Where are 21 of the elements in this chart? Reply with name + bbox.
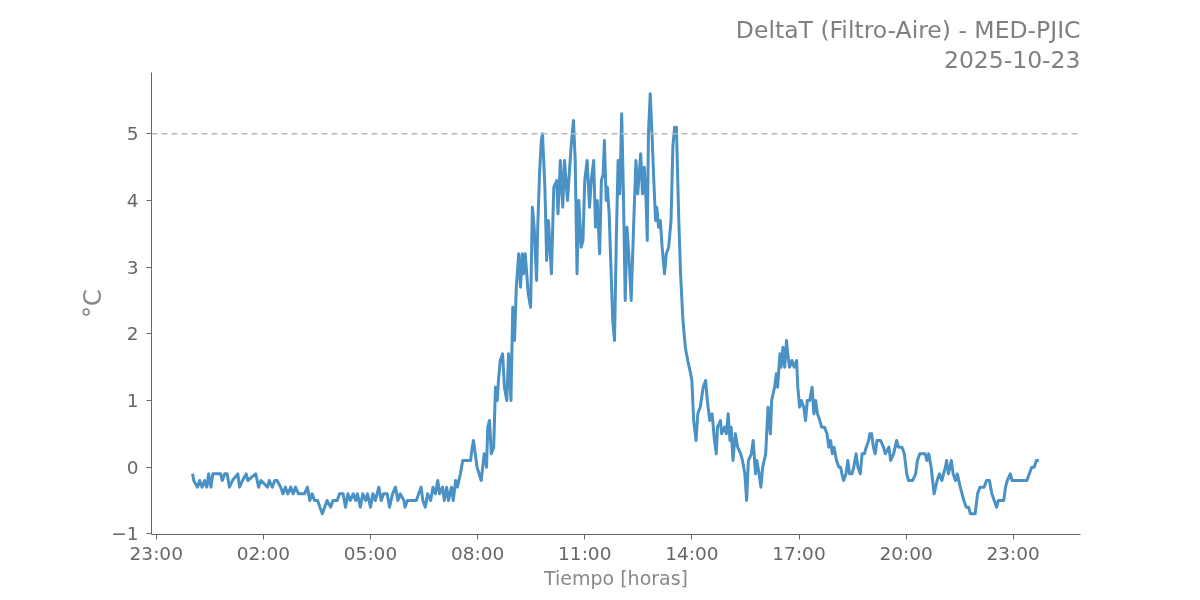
y-tick-label: 5 [126,123,139,145]
y-tick-label: 3 [126,256,139,278]
x-tick-label: 23:00 [129,542,183,564]
y-tick-label: −1 [111,523,139,545]
x-tick-label: 14:00 [665,542,719,564]
y-tick-label: 4 [126,190,139,211]
x-axis-title: Tiempo [horas] [542,566,689,589]
x-tick-label: 11:00 [558,542,612,564]
line-series [191,92,1041,516]
x-tick-label: 20:00 [879,542,933,564]
x-tick-label: 23:00 [986,542,1040,564]
x-tick-label: 05:00 [343,542,398,564]
chart-subtitle: 2025-10-23 [943,45,1081,74]
chart-title: DeltaT (Filtro-Aire) - MED-PJIC [735,15,1081,44]
y-tick-label: 2 [126,323,139,345]
x-tick-label: 02:00 [236,542,291,564]
y-tick-label: 1 [126,390,139,411]
x-tick-label: 08:00 [450,542,505,564]
x-tick-label: 17:00 [772,542,826,564]
y-tick-label: 0 [126,456,139,478]
y-axis-title: °C [79,289,108,318]
